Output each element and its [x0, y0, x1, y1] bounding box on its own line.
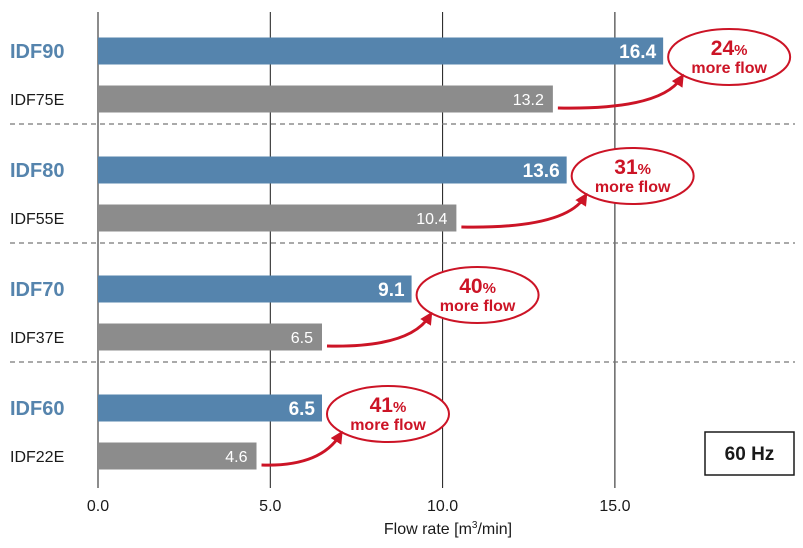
x-tick-label: 5.0	[259, 498, 281, 515]
bar-old-model	[98, 85, 553, 113]
callout-percent-value: 40	[459, 275, 482, 298]
group-dividers	[10, 123, 795, 363]
bar-value-label: 16.4	[619, 42, 656, 63]
callout-text: more flow	[691, 60, 767, 77]
category-label-new-model: IDF70	[10, 279, 64, 301]
callout-percent: 31%	[614, 156, 651, 179]
x-tick-label: 0.0	[87, 498, 109, 515]
bar-value-label: 9.1	[378, 280, 405, 301]
callout-ellipse	[667, 28, 792, 86]
callout-arrow	[261, 430, 343, 467]
callout-ellipse	[570, 147, 695, 205]
callout-percent: 40%	[459, 275, 496, 298]
x-tick-label: 10.0	[427, 498, 458, 515]
frequency-box-label: 60 Hz	[725, 444, 775, 465]
callout-ellipse	[415, 266, 540, 324]
bar-value-label: 6.5	[289, 399, 316, 420]
bar-new-model	[98, 394, 322, 422]
bar-value-label: 10.4	[416, 211, 447, 228]
bar-value-label: 13.2	[513, 92, 544, 109]
callout-percent: 24%	[711, 37, 748, 60]
callout-text: more flow	[595, 179, 671, 196]
callout-percent: 41%	[370, 394, 407, 417]
callout-percent-value: 24	[711, 37, 735, 60]
x-axis: 0.0 5.0 10.0 15.0	[87, 498, 631, 515]
category-label-old-model: IDF75E	[10, 92, 64, 109]
bar-old-model	[98, 323, 322, 351]
frequency-box-frame	[704, 431, 795, 476]
callout-percent-value: 31	[614, 156, 638, 179]
callout-ellipse	[325, 385, 450, 443]
bar-value-label: 4.6	[225, 449, 247, 466]
frequency-box: 60 Hz	[704, 431, 795, 476]
category-label-old-model: IDF22E	[10, 449, 64, 466]
category-label-old-model: IDF37E	[10, 330, 64, 347]
x-axis-title-suffix: /min]	[477, 521, 512, 538]
callout-arrow	[461, 192, 588, 229]
callout-percent-sign: %	[734, 42, 747, 59]
callout-percent-sign: %	[483, 280, 496, 297]
bar-new-model	[98, 275, 412, 303]
category-label-old-model: IDF55E	[10, 211, 64, 228]
bar-new-model	[98, 156, 567, 184]
bar-old-model	[98, 442, 257, 470]
category-label-new-model: IDF60	[10, 398, 64, 420]
callout-text: more flow	[350, 417, 426, 434]
callout-arrow	[557, 73, 684, 110]
callout-arrow	[326, 311, 433, 348]
x-axis-title-superscript: 3	[472, 520, 478, 531]
bar-new-model	[98, 37, 664, 65]
x-tick-label: 15.0	[599, 498, 630, 515]
callout-percent-sign: %	[393, 399, 406, 416]
x-axis-title: Flow rate [m3/min]	[384, 520, 512, 538]
category-labels: IDF90 IDF75E IDF80 IDF55E IDF70 IDF37E IDF60 ID…	[10, 41, 64, 466]
callout-percent-value: 41	[370, 394, 394, 417]
bar-old-model	[98, 204, 457, 232]
bars: 16.4 13.2 13.6 10.4 9.1 6.5 6.5 4.6	[98, 37, 664, 470]
x-axis-title-prefix: Flow rate [m	[384, 521, 472, 538]
category-label-new-model: IDF80	[10, 160, 64, 182]
bar-value-label: 13.6	[523, 161, 560, 182]
callout-text: more flow	[440, 298, 516, 315]
category-label-new-model: IDF90	[10, 41, 64, 63]
callout-percent-sign: %	[638, 161, 651, 178]
bar-value-label: 6.5	[291, 330, 313, 347]
